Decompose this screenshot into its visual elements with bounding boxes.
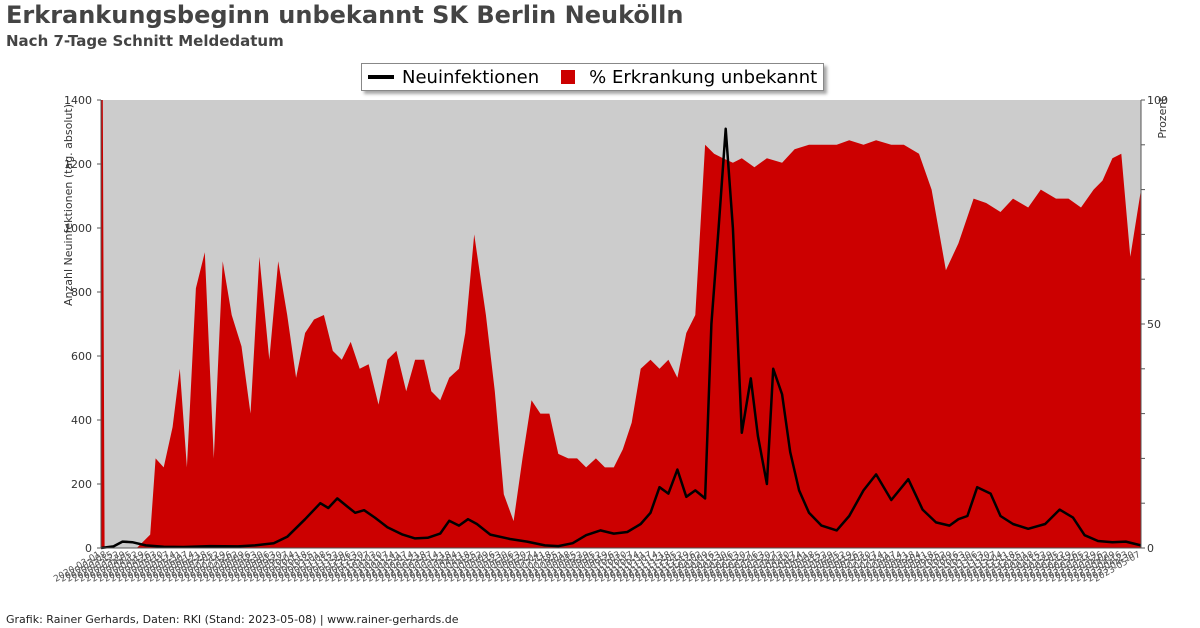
chart-footer: Grafik: Rainer Gerhards, Daten: RKI (Sta… xyxy=(6,613,459,626)
y-left-tick-label: 800 xyxy=(71,286,92,299)
legend-line-swatch xyxy=(368,75,394,79)
chart-legend: Neuinfektionen % Erkrankung unbekannt xyxy=(361,63,825,91)
y-left-tick-label: 1000 xyxy=(64,222,92,235)
legend-label-erkrankung-unbekannt: % Erkrankung unbekannt xyxy=(589,66,818,88)
y-left-axis-title: Anzahl Neuinfektionen (tag. absolut) xyxy=(62,104,75,306)
chart-subtitle: Nach 7-Tage Schnitt Meldedatum xyxy=(6,32,284,50)
x-tick-labels: 2020-03-012020-03-082020-03-152020-03-22… xyxy=(52,550,1142,585)
y-right-axis-title: Prozent xyxy=(1156,97,1169,139)
y-left-tick-label: 200 xyxy=(71,478,92,491)
y-left-tick-label: 1200 xyxy=(64,158,92,171)
y-left-tick-label: 1400 xyxy=(64,94,92,107)
y-right-tick-label: 50 xyxy=(1147,318,1161,331)
legend-label-neuinfektionen: Neuinfektionen xyxy=(402,66,540,88)
y-left-tick-label: 0 xyxy=(85,542,92,555)
series-area-erkrankung-unbekannt xyxy=(101,100,1141,548)
y-left-tick-label: 600 xyxy=(71,350,92,363)
y-right-tick-label: 100 xyxy=(1147,94,1168,107)
series-line-neuinfektionen xyxy=(100,127,1142,550)
legend-item-neuinfektionen: Neuinfektionen xyxy=(368,67,539,88)
legend-item-erkrankung-unbekannt: % Erkrankung unbekannt xyxy=(561,67,817,88)
legend-area-swatch xyxy=(561,70,576,84)
y-left-tick-label: 400 xyxy=(71,414,92,427)
y-right-tick-label: 0 xyxy=(1147,542,1154,555)
chart-title: Erkrankungsbeginn unbekannt SK Berlin Ne… xyxy=(6,1,684,29)
